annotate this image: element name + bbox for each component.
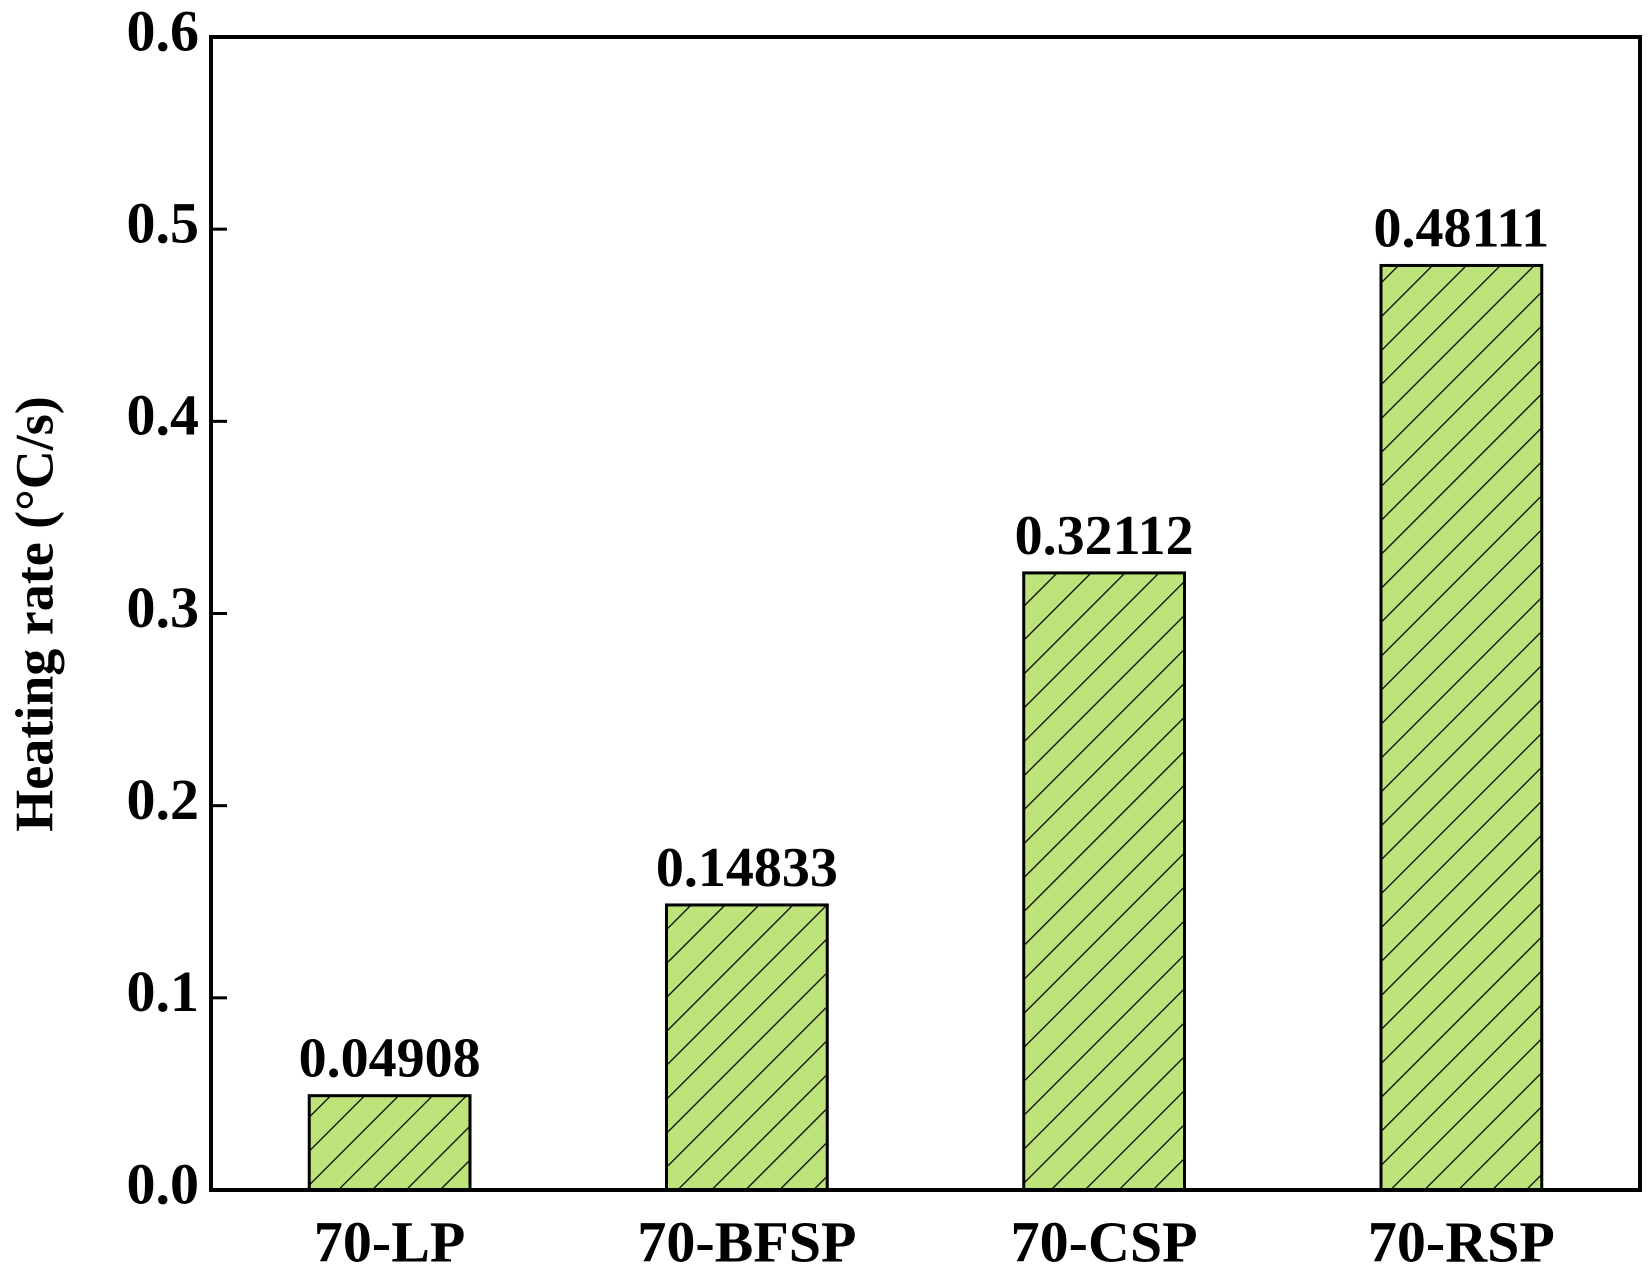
x-tick-label: 70-LP	[314, 1209, 465, 1274]
y-tick-label: 0.4	[127, 383, 200, 448]
bar-hatch	[666, 904, 828, 1190]
bar-hatch	[1023, 572, 1185, 1190]
y-tick-label: 0.5	[127, 190, 200, 255]
y-axis-label: Heating rate (°C/s)	[4, 396, 64, 831]
y-tick-label: 0.0	[127, 1151, 200, 1216]
value-label: 0.14833	[656, 837, 838, 899]
y-tick-label: 0.3	[127, 575, 200, 640]
x-tick-label: 70-RSP	[1368, 1209, 1555, 1274]
x-tick-label: 70-BFSP	[637, 1209, 856, 1274]
value-label: 0.32112	[1015, 505, 1194, 567]
x-tick-label: 70-CSP	[1011, 1209, 1198, 1274]
value-label: 0.04908	[299, 1028, 481, 1090]
bar-hatch	[309, 1095, 471, 1190]
y-tick-label: 0.1	[127, 959, 200, 1024]
y-tick-label: 0.6	[127, 0, 200, 63]
plot-frame	[209, 35, 1642, 1192]
value-label: 0.48111	[1373, 197, 1549, 259]
bar-hatch	[1380, 265, 1542, 1191]
y-tick-label: 0.2	[127, 767, 200, 832]
